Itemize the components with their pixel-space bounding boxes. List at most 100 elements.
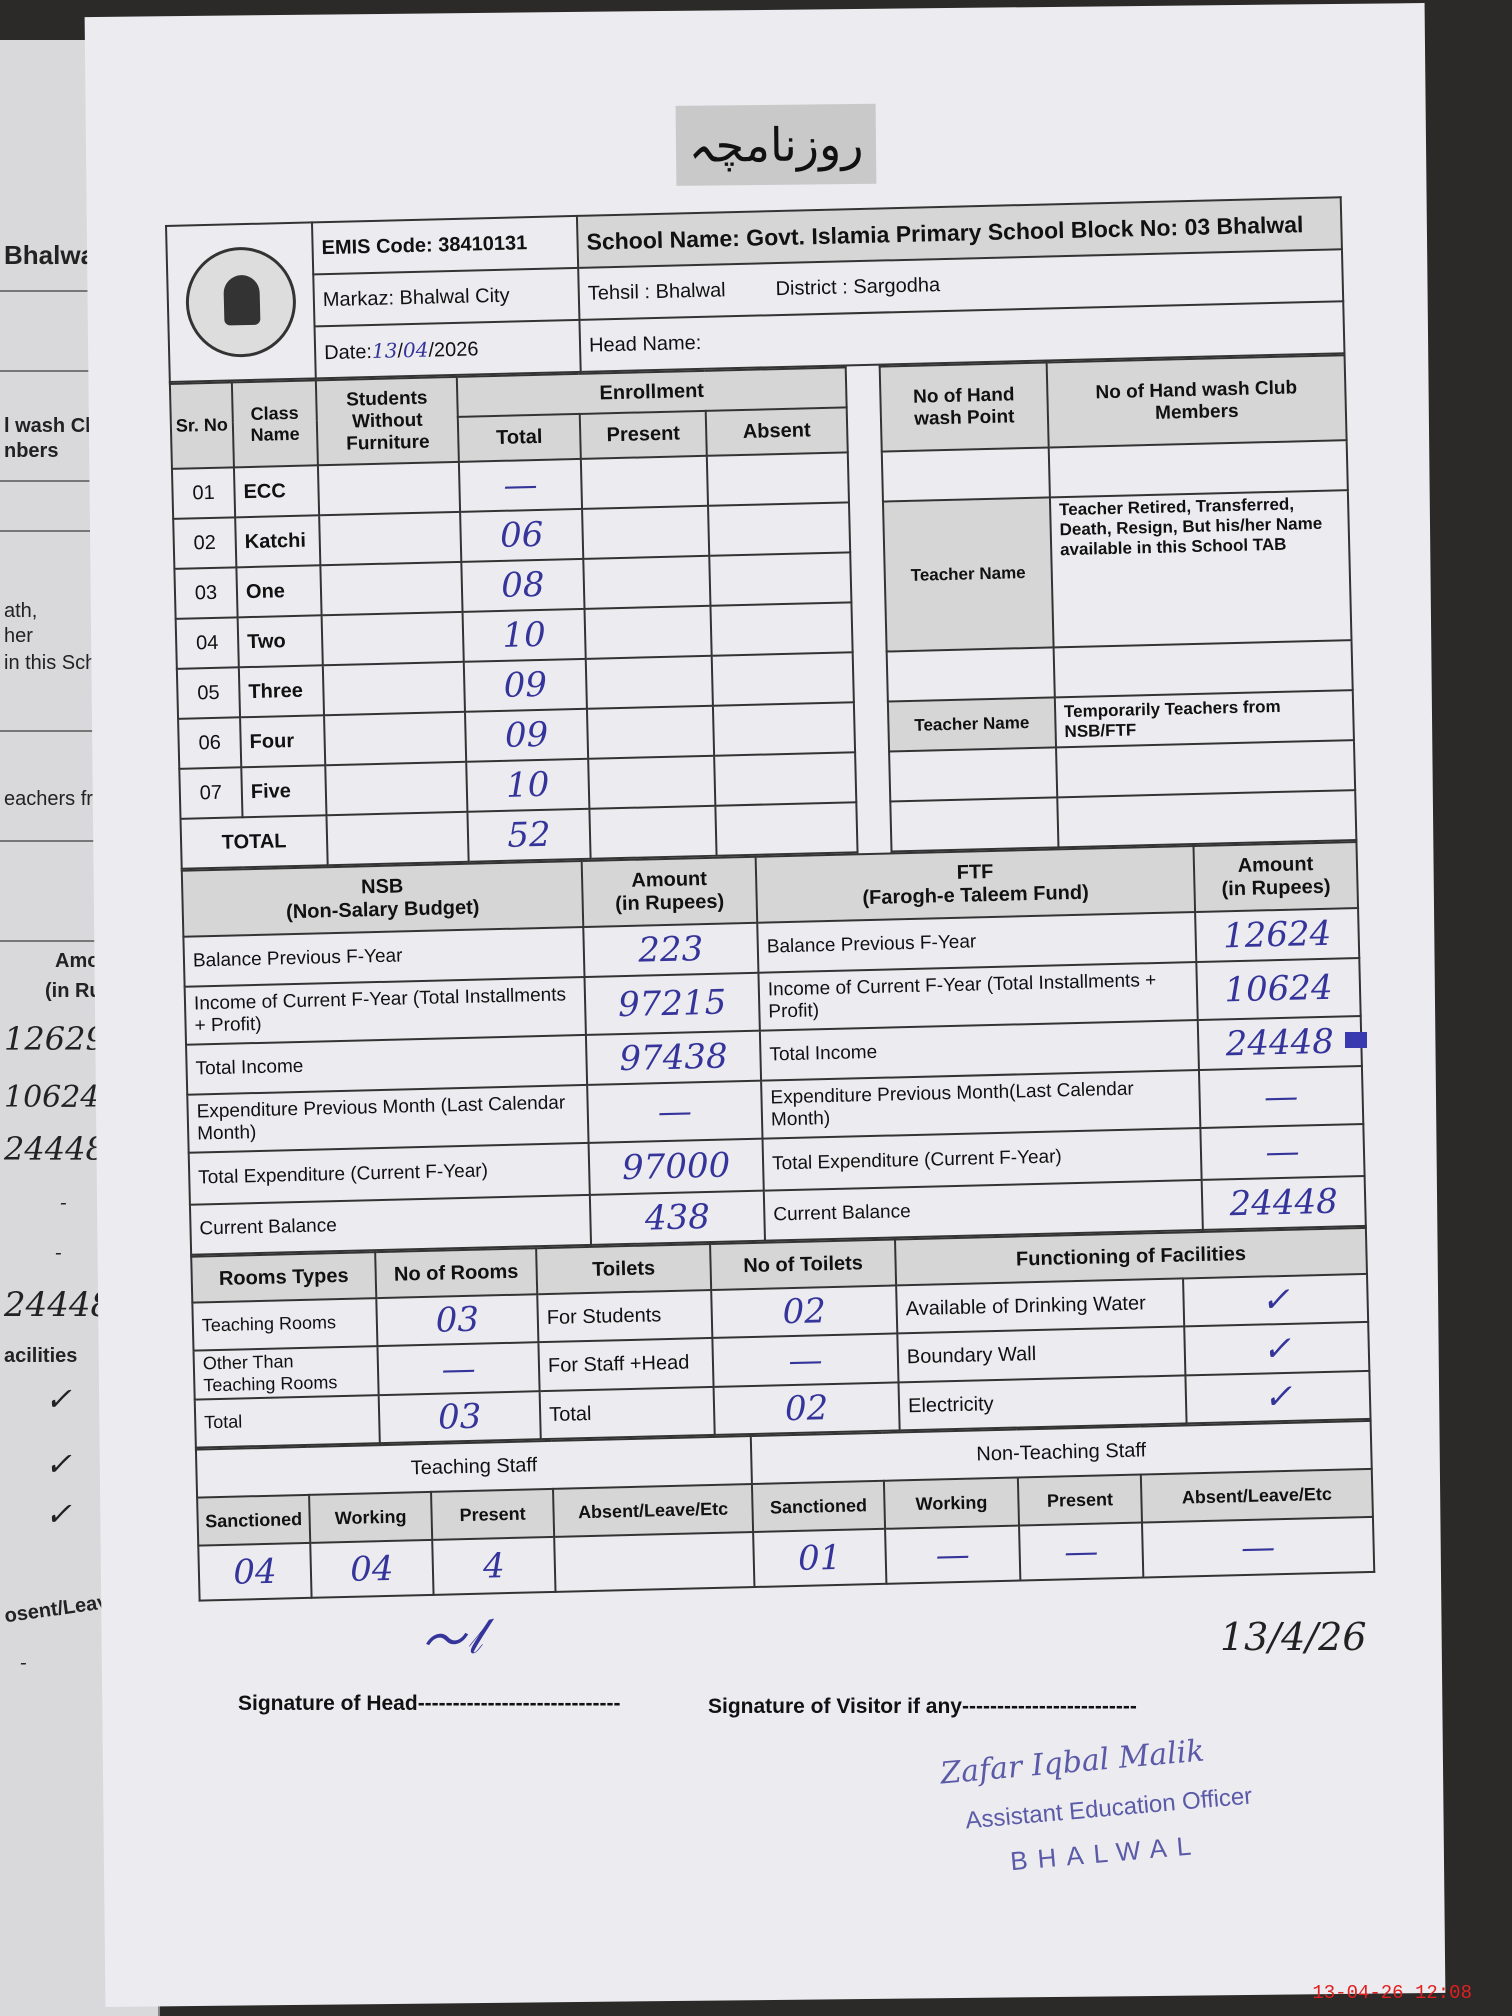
present [584,605,712,659]
staff-value: 4 [432,1537,556,1596]
left-page-text: nbers [4,440,59,462]
nsb-amount: 97000 [588,1138,764,1195]
enrollment-total: 10 [462,608,586,662]
staff-col: Absent/Leave/Etc [1140,1469,1373,1523]
no-of-rooms: — [377,1342,540,1396]
left-page-text: Bhalwal [4,240,103,270]
head-signature-line: Signature of Head-----------------------… [238,1692,621,1715]
sr-no: 01 [171,467,236,519]
enrollment-total: 09 [464,708,589,762]
left-page-text: l wash Club [4,415,116,437]
absent [712,702,856,756]
logo [166,222,316,382]
room-type: Other Than Teaching Rooms [193,1346,379,1400]
toilet-type: For Students [537,1289,713,1343]
daily-register-form: EMIS Code: 38410131 School Name: Govt. I… [165,196,1375,1602]
facility-name: Electricity [898,1375,1187,1431]
nsb-amount-header: Amount (in Rupees) [581,856,758,927]
sr-no: 07 [179,767,243,819]
left-page-value: - [60,1190,67,1214]
nsb-amount: 223 [583,922,759,977]
total-value: 52 [467,808,591,862]
ftf-item: Expenditure Previous Month(Last Calendar… [761,1069,1201,1139]
nsb-header: NSB (Non-Salary Budget) [181,861,584,937]
students-without-furniture [321,611,464,666]
left-page-text: her [4,625,33,647]
col-toilets: Toilets [536,1243,712,1295]
col-absent: Absent [705,407,848,456]
header-table: EMIS Code: 38410131 School Name: Govt. I… [165,196,1346,383]
class-name: ECC [233,465,320,518]
ftf-amount: — [1198,1066,1364,1128]
enrollment-section: Sr. No Class Name Students Without Furni… [169,354,1358,870]
photo-timestamp: 13-04-26 12:08 [1312,1982,1472,2004]
class-name: One [236,565,322,618]
school-education-department-logo [184,245,298,359]
col-class-name: Class Name [231,380,318,468]
present [583,555,711,609]
facilities-table: Rooms Types No of Rooms Toilets No of To… [190,1227,1371,1449]
no-of-toilets: 02 [713,1382,900,1436]
nsb-item: Current Balance [189,1194,592,1255]
present [580,455,709,509]
teacher-side-table: No of Hand wash Point No of Hand wash Clu… [879,354,1358,852]
left-page-value: 24448 [4,1130,106,1168]
left-page-value: 10624 [4,1080,100,1115]
ftf-amount: 10624 [1196,958,1361,1021]
nsb-amount: 97438 [585,1030,762,1085]
staff-col: Sanctioned [197,1495,311,1546]
room-type: Total [194,1395,380,1448]
left-page-value: 12629 [4,1020,106,1058]
present [588,755,716,809]
ftf-amount-header: Amount (in Rupees) [1193,842,1359,913]
absent [711,652,854,706]
staff-table: Teaching Staff Non-Teaching Staff Sancti… [195,1420,1375,1602]
present [582,505,710,559]
left-page-value: - [55,1240,62,1264]
facility-name: Available of Drinking Water [896,1278,1185,1334]
teacher-name-label: Teacher Name [882,497,1054,652]
staff-value: 04 [310,1540,434,1599]
students-without-furniture [319,511,462,566]
ftf-amount: 24448 [1197,1016,1362,1070]
staff-col: Working [883,1477,1020,1529]
date-label: Date: [323,340,373,364]
students-without-furniture [320,561,463,616]
class-name: Four [240,715,326,768]
col-handwash-members: No of Hand wash Club Members [1046,355,1347,448]
tehsil: Tehsil : Bhalwal [587,278,726,305]
sr-no: 03 [174,567,238,619]
check-icon: ✓ [45,1445,72,1483]
class-name: Three [238,665,325,718]
left-page-text: ath, [4,600,38,622]
check-icon: ✓ [45,1380,72,1418]
nsb-amount: 438 [589,1190,765,1245]
check-icon: ✓ [45,1495,72,1533]
nsb-item: Expenditure Previous Month (Last Calenda… [187,1084,589,1153]
facility-name: Boundary Wall [897,1326,1186,1383]
staff-value: — [1142,1517,1375,1578]
check-icon: ✓ [1185,1371,1371,1424]
date-month: 04 [402,337,429,362]
retired-teacher-note: Teacher Retired, Transferred, Death, Res… [1049,490,1352,648]
blue-marker [1345,1032,1367,1048]
class-name: Two [237,615,323,668]
absent [710,602,853,656]
staff-col: Absent/Leave/Etc [553,1484,754,1538]
room-type: Teaching Rooms [192,1298,378,1351]
staff-value [554,1532,755,1593]
no-of-rooms: 03 [378,1391,541,1444]
enrollment-total: 08 [461,558,585,612]
left-page-value: - [20,1650,27,1674]
head-signature-scribble: 〜𝓁 [416,1608,485,1672]
ftf-amount: — [1200,1123,1365,1180]
absent [709,552,852,606]
left-page-text: eachers from [4,788,121,810]
date: Date:13/04/2026 [314,319,581,379]
date-year: /2026 [428,337,479,362]
visitor-signature-line: Signature of Visitor if any-------------… [708,1695,1137,1718]
enrollment-total: — [458,458,583,512]
sr-no: 05 [176,667,241,719]
total-label: TOTAL [180,815,328,869]
toilet-type: Total [539,1387,715,1440]
